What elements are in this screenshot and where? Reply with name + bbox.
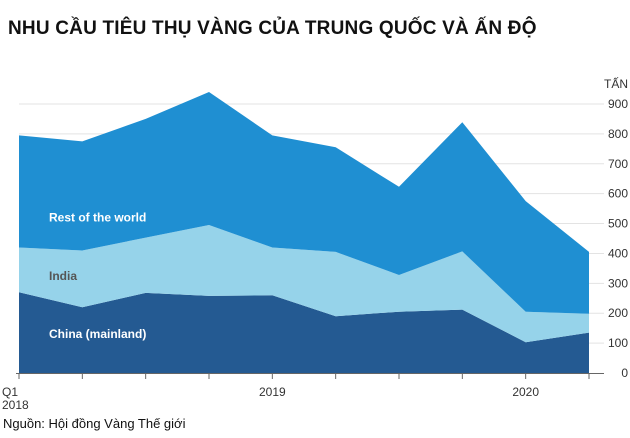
series-label-india: India — [49, 269, 77, 283]
y-tick-label-600: 600 — [608, 187, 628, 201]
series-labels: China (mainland) India Rest of the world — [49, 211, 146, 342]
y-tick-label-800: 800 — [608, 127, 628, 141]
source-note: Nguồn: Hội đồng Vàng Thế giới — [3, 416, 186, 431]
y-unit-label: TẤN — [604, 76, 628, 91]
area-india — [19, 225, 589, 343]
y-tick-label-700: 700 — [608, 157, 628, 171]
y-tick-label-200: 200 — [608, 306, 628, 320]
y-tick-label-900: 900 — [608, 97, 628, 111]
x-tick-label-4-0: 2019 — [259, 385, 286, 399]
chart-title: NHU CẦU TIÊU THỤ VÀNG CỦA TRUNG QUỐC VÀ … — [8, 18, 537, 39]
area-series — [19, 92, 589, 373]
y-tick-label-500: 500 — [608, 217, 628, 231]
x-tick-label-0-1: 2018 — [2, 398, 29, 412]
y-tick-label-100: 100 — [608, 336, 628, 350]
y-tick-label-400: 400 — [608, 246, 628, 260]
series-label-rest-of-the-world: Rest of the world — [49, 211, 146, 225]
area-rest-of-the-world — [19, 92, 589, 314]
series-label-china-mainland: China (mainland) — [49, 327, 146, 341]
area-china-mainland — [19, 292, 589, 373]
y-tick-label-300: 300 — [608, 276, 628, 290]
y-tick-label-0: 0 — [621, 366, 628, 380]
x-tick-label-8-0: 2020 — [512, 385, 539, 399]
x-tick-label-0-0: Q1 — [2, 385, 18, 399]
